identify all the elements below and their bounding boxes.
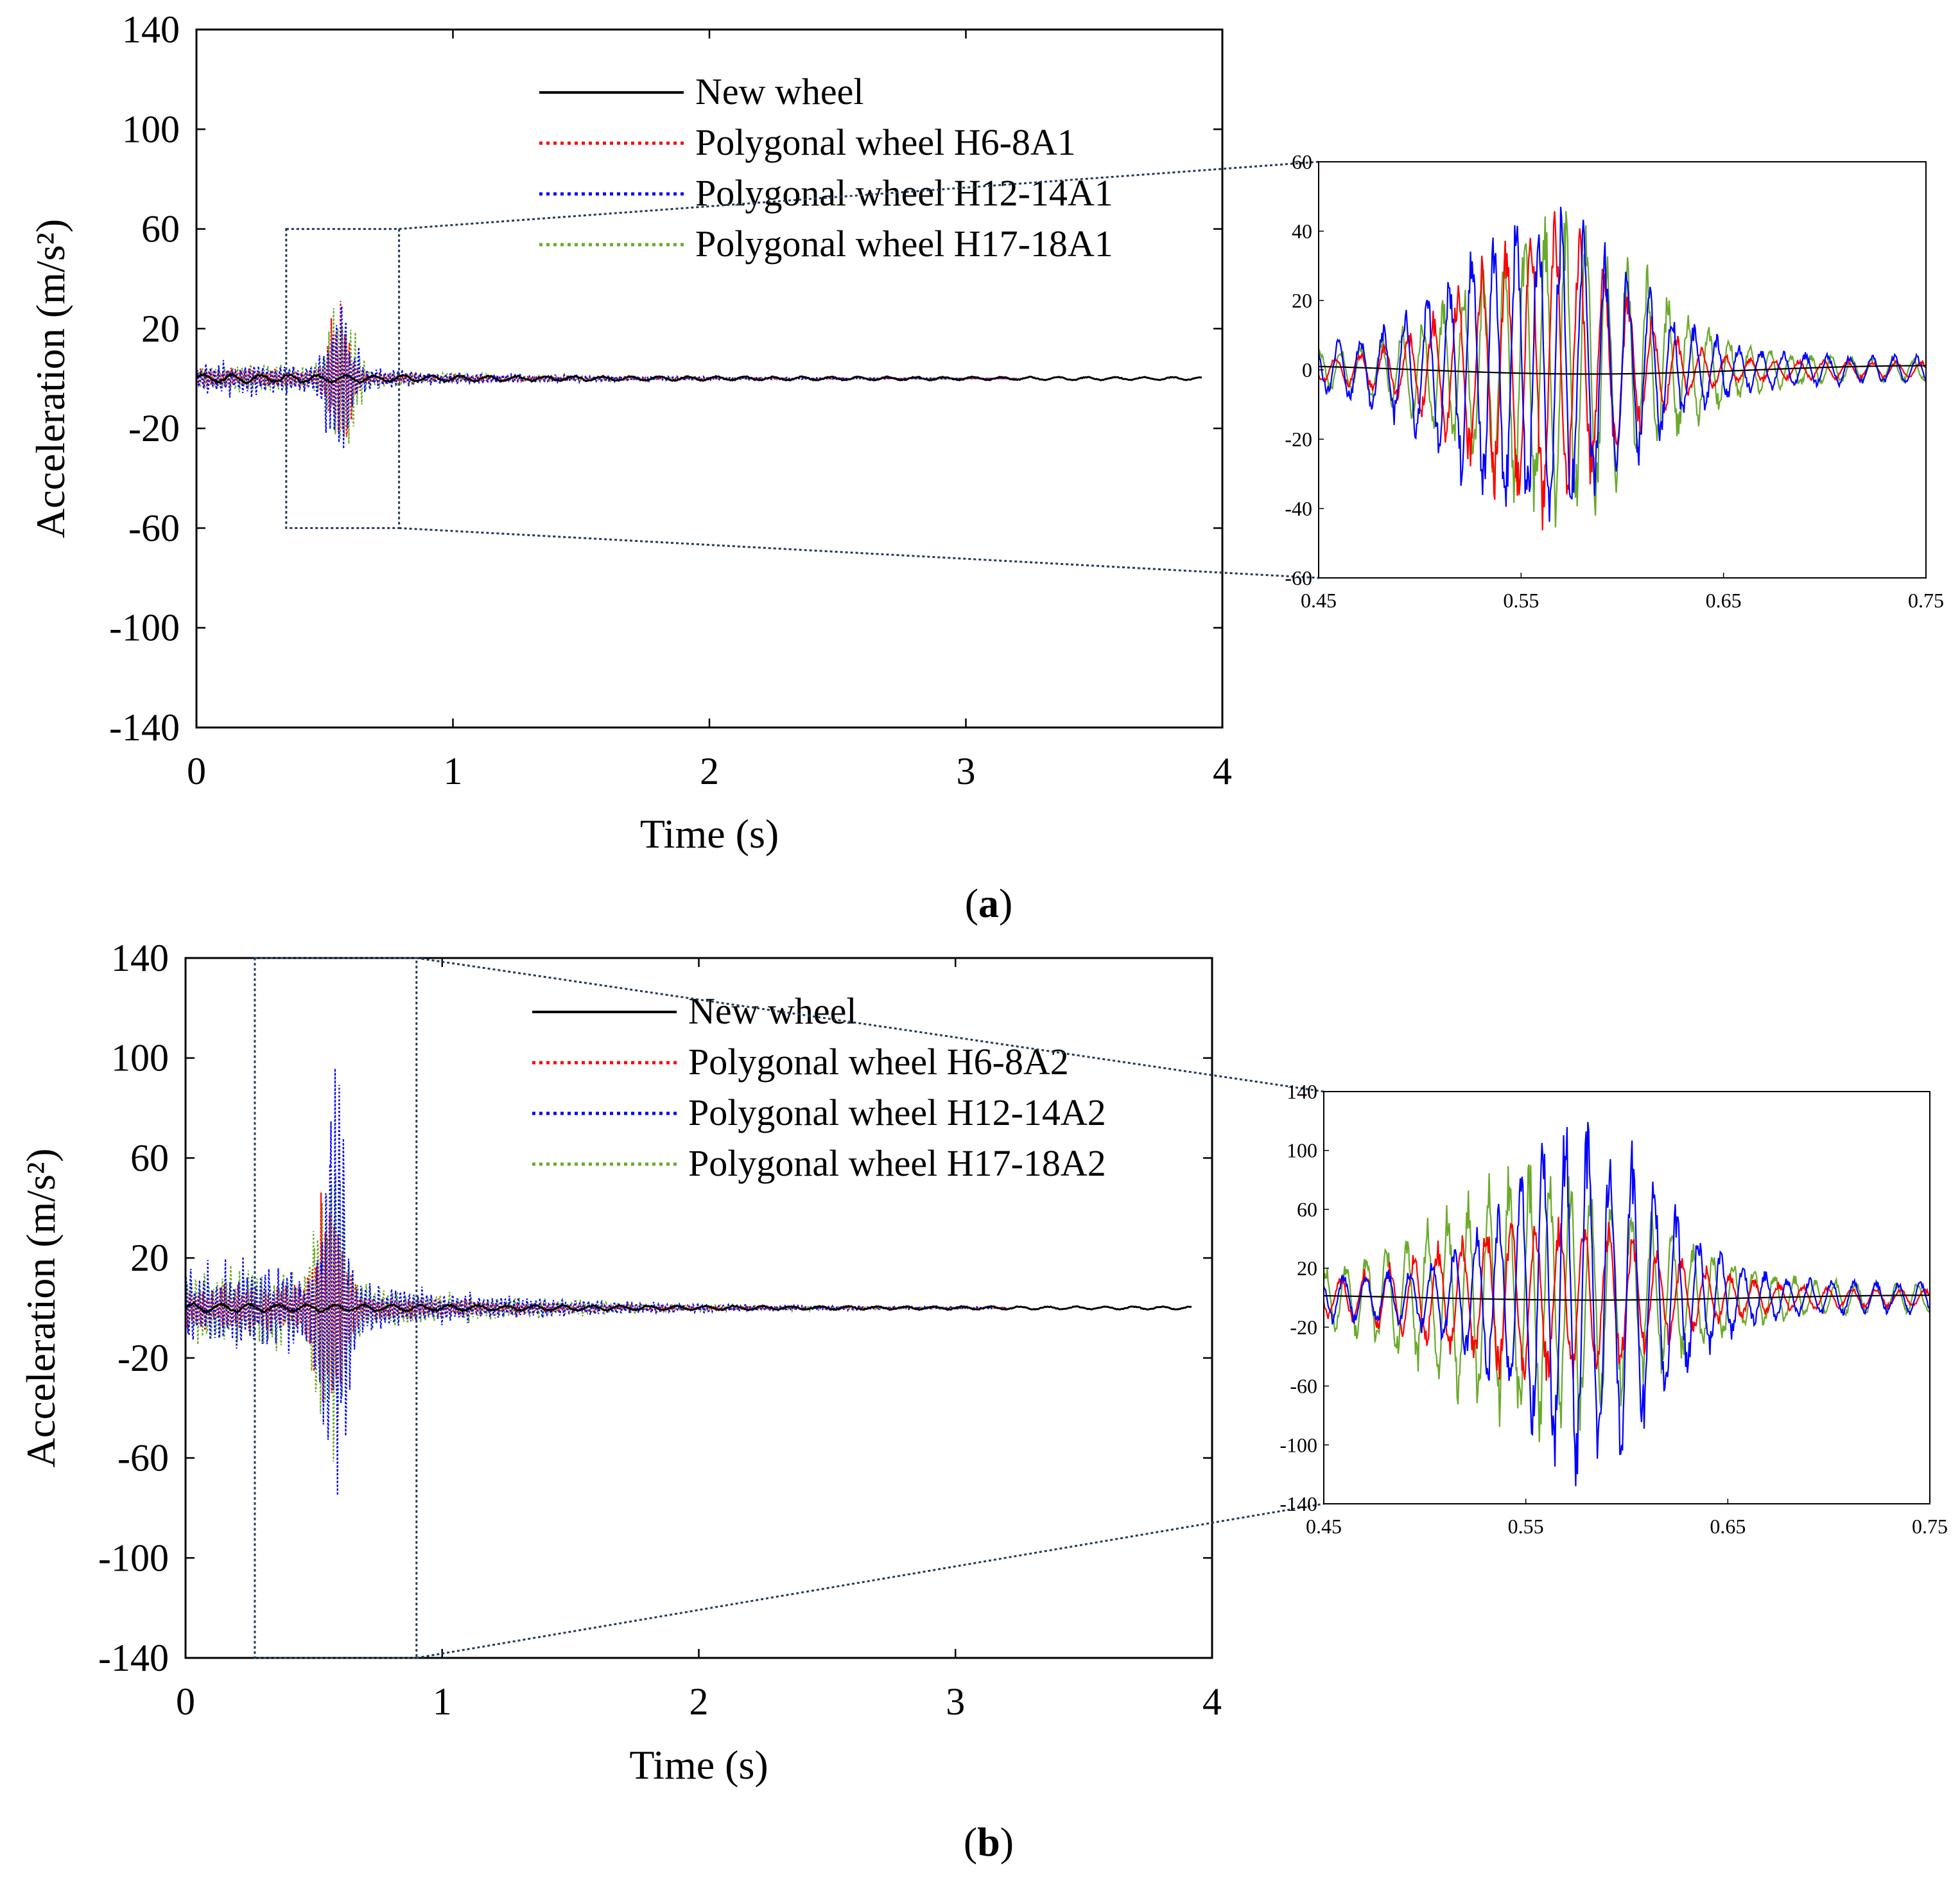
panel-b-ylabel: Acceleration (m/s²): [18, 1148, 64, 1467]
panel-a-caption-close: ): [999, 880, 1012, 926]
panel-a-zoom-connector-bottom: [399, 527, 1319, 579]
panel-b-xtick-label: 3: [946, 1680, 965, 1723]
panel-a-inset-xtick-label: 0.55: [1503, 589, 1539, 612]
panel-a-inset-ytick-label: 20: [1292, 289, 1312, 312]
panel-b-caption-letter: b: [977, 1819, 1000, 1865]
panel-a-xtick-label: 4: [1213, 750, 1232, 792]
panel-a-xtick-label: 1: [444, 750, 463, 792]
panel-a-inset-series-2: [1319, 207, 1926, 522]
panel-a-xtick-label: 0: [187, 750, 206, 792]
panel-b-ytick-label: 60: [130, 1137, 169, 1179]
panel-a-ylabel: Acceleration (m/s²): [28, 219, 73, 538]
panel-a-xtick-label: 3: [957, 750, 976, 792]
panel-a-series-0: [196, 372, 1202, 385]
panel-b-inset-ytick-label: -60: [1290, 1375, 1317, 1398]
panel-a-inset-xtick-label: 0.45: [1301, 589, 1337, 612]
panel-a-series-group: [196, 301, 1202, 449]
panel-b-inset-series-2: [1324, 1122, 1930, 1486]
panel-b-inset-xtick-label: 0.55: [1508, 1515, 1544, 1538]
panel-b-ytick-label: -140: [98, 1637, 169, 1679]
panel-b-inset-ytick-label: -100: [1279, 1433, 1317, 1456]
panel-a-ytick-label: -140: [109, 706, 180, 749]
panel-b-legend-label-3: Polygonal wheel H17-18A2: [688, 1142, 1106, 1184]
panel-b-zoom-window: [254, 957, 418, 1659]
panel-b-caption-close: ): [1000, 1819, 1014, 1865]
panel-a-ytick-label: 20: [141, 308, 180, 350]
panel-b-inset-xtick-label: 0.45: [1306, 1515, 1342, 1538]
panel-a-ytick-label: 60: [141, 208, 180, 250]
panel-b-xtick-label: 4: [1202, 1680, 1222, 1723]
panel-b-inset-ytick-label: -140: [1279, 1492, 1317, 1515]
panel-b-inset-axes-box: [1323, 1091, 1930, 1504]
panel-b-zoom-connector-bottom: [416, 1503, 1324, 1659]
panel-a-legend-label-1: Polygonal wheel H6-8A1: [695, 121, 1076, 163]
panel-a-inset-ytick-label: 60: [1292, 150, 1312, 173]
panel-a-legend-label-3: Polygonal wheel H17-18A1: [695, 223, 1113, 265]
panel-a-inset-xtick-label: 0.65: [1706, 589, 1742, 612]
panel-b-ytick-label: -100: [98, 1537, 169, 1579]
panel-b-ytick-label: 140: [111, 937, 169, 979]
panel-b-ytick-label: -60: [117, 1437, 169, 1479]
panel-b-series-group: [186, 1068, 1192, 1495]
panel-a-inset-ytick-label: 40: [1292, 220, 1312, 243]
panel-b-series-0: [186, 1301, 1192, 1314]
panel-b-xtick-label: 1: [433, 1680, 452, 1723]
panel-a-ytick-label: -20: [128, 407, 180, 449]
panel-b-caption-open: (: [964, 1819, 977, 1865]
panel-b-inset-xtick-label: 0.65: [1710, 1515, 1746, 1538]
panel-a-xlabel: Time (s): [640, 811, 779, 857]
panel-a-inset-series-0: [1319, 365, 1926, 375]
panel-b-legend-label-2: Polygonal wheel H12-14A2: [688, 1092, 1106, 1133]
panel-b-inset-ytick-label: -20: [1290, 1316, 1317, 1339]
panel-b-legend-label-1: Polygonal wheel H6-8A2: [688, 1041, 1069, 1083]
panel-b-ytick-label: 20: [130, 1237, 169, 1279]
panel-b-xtick-label: 0: [176, 1680, 195, 1723]
panel-a-series-3: [196, 308, 1018, 444]
panel-a-inset-xtick-label: 0.75: [1908, 589, 1944, 612]
panel-a-legend-label-2: Polygonal wheel H12-14A1: [695, 172, 1113, 214]
panel-a-inset-ytick-label: 0: [1302, 358, 1312, 381]
panel-b-inset-ytick-label: 100: [1287, 1139, 1317, 1162]
panel-a-caption: (a): [965, 880, 1013, 926]
panel-a-inset-ytick-label: -20: [1285, 428, 1312, 451]
panel-b-ytick-label: -20: [117, 1337, 169, 1379]
panel-b-series-2: [186, 1068, 1007, 1495]
panel-b-inset-series-0: [1324, 1294, 1930, 1301]
panel-b-series-1: [186, 1192, 1007, 1402]
panel-b-caption: (b): [964, 1819, 1014, 1865]
panel-b-zoom-connector-top: [416, 957, 1324, 1093]
panel-a-ytick-label: 100: [122, 108, 180, 150]
panel-b-inset-xtick-label: 0.75: [1912, 1515, 1948, 1538]
panel-a-inset-ytick-label: -40: [1285, 497, 1312, 520]
panel-b-inset-series-group: [1324, 1122, 1930, 1486]
panel-b-xtick-label: 2: [689, 1680, 709, 1723]
panel-b-inset-ytick-label: 20: [1297, 1257, 1317, 1280]
panel-a-ytick-label: -60: [128, 507, 180, 549]
panel-a-caption-open: (: [965, 880, 978, 926]
panel-a-legend-label-0: New wheel: [695, 71, 864, 112]
panel-a-inset-series-group: [1319, 207, 1926, 530]
panel-b-inset-ytick-label: 140: [1287, 1080, 1317, 1103]
panel-b-inset-ytick-label: 60: [1297, 1198, 1317, 1221]
panel-b-ytick-label: 100: [111, 1037, 169, 1079]
panel-a-ytick-label: 140: [122, 8, 180, 51]
panel-a-inset-ytick-label: -60: [1285, 566, 1312, 589]
panel-a-zoom-window: [285, 228, 401, 529]
panel-a-xtick-label: 2: [700, 750, 719, 792]
panel-a-ytick-label: -100: [109, 607, 180, 649]
panel-b-xlabel: Time (s): [629, 1742, 768, 1788]
panel-a-series-1: [196, 301, 1018, 437]
panel-a-caption-letter: a: [978, 880, 999, 926]
